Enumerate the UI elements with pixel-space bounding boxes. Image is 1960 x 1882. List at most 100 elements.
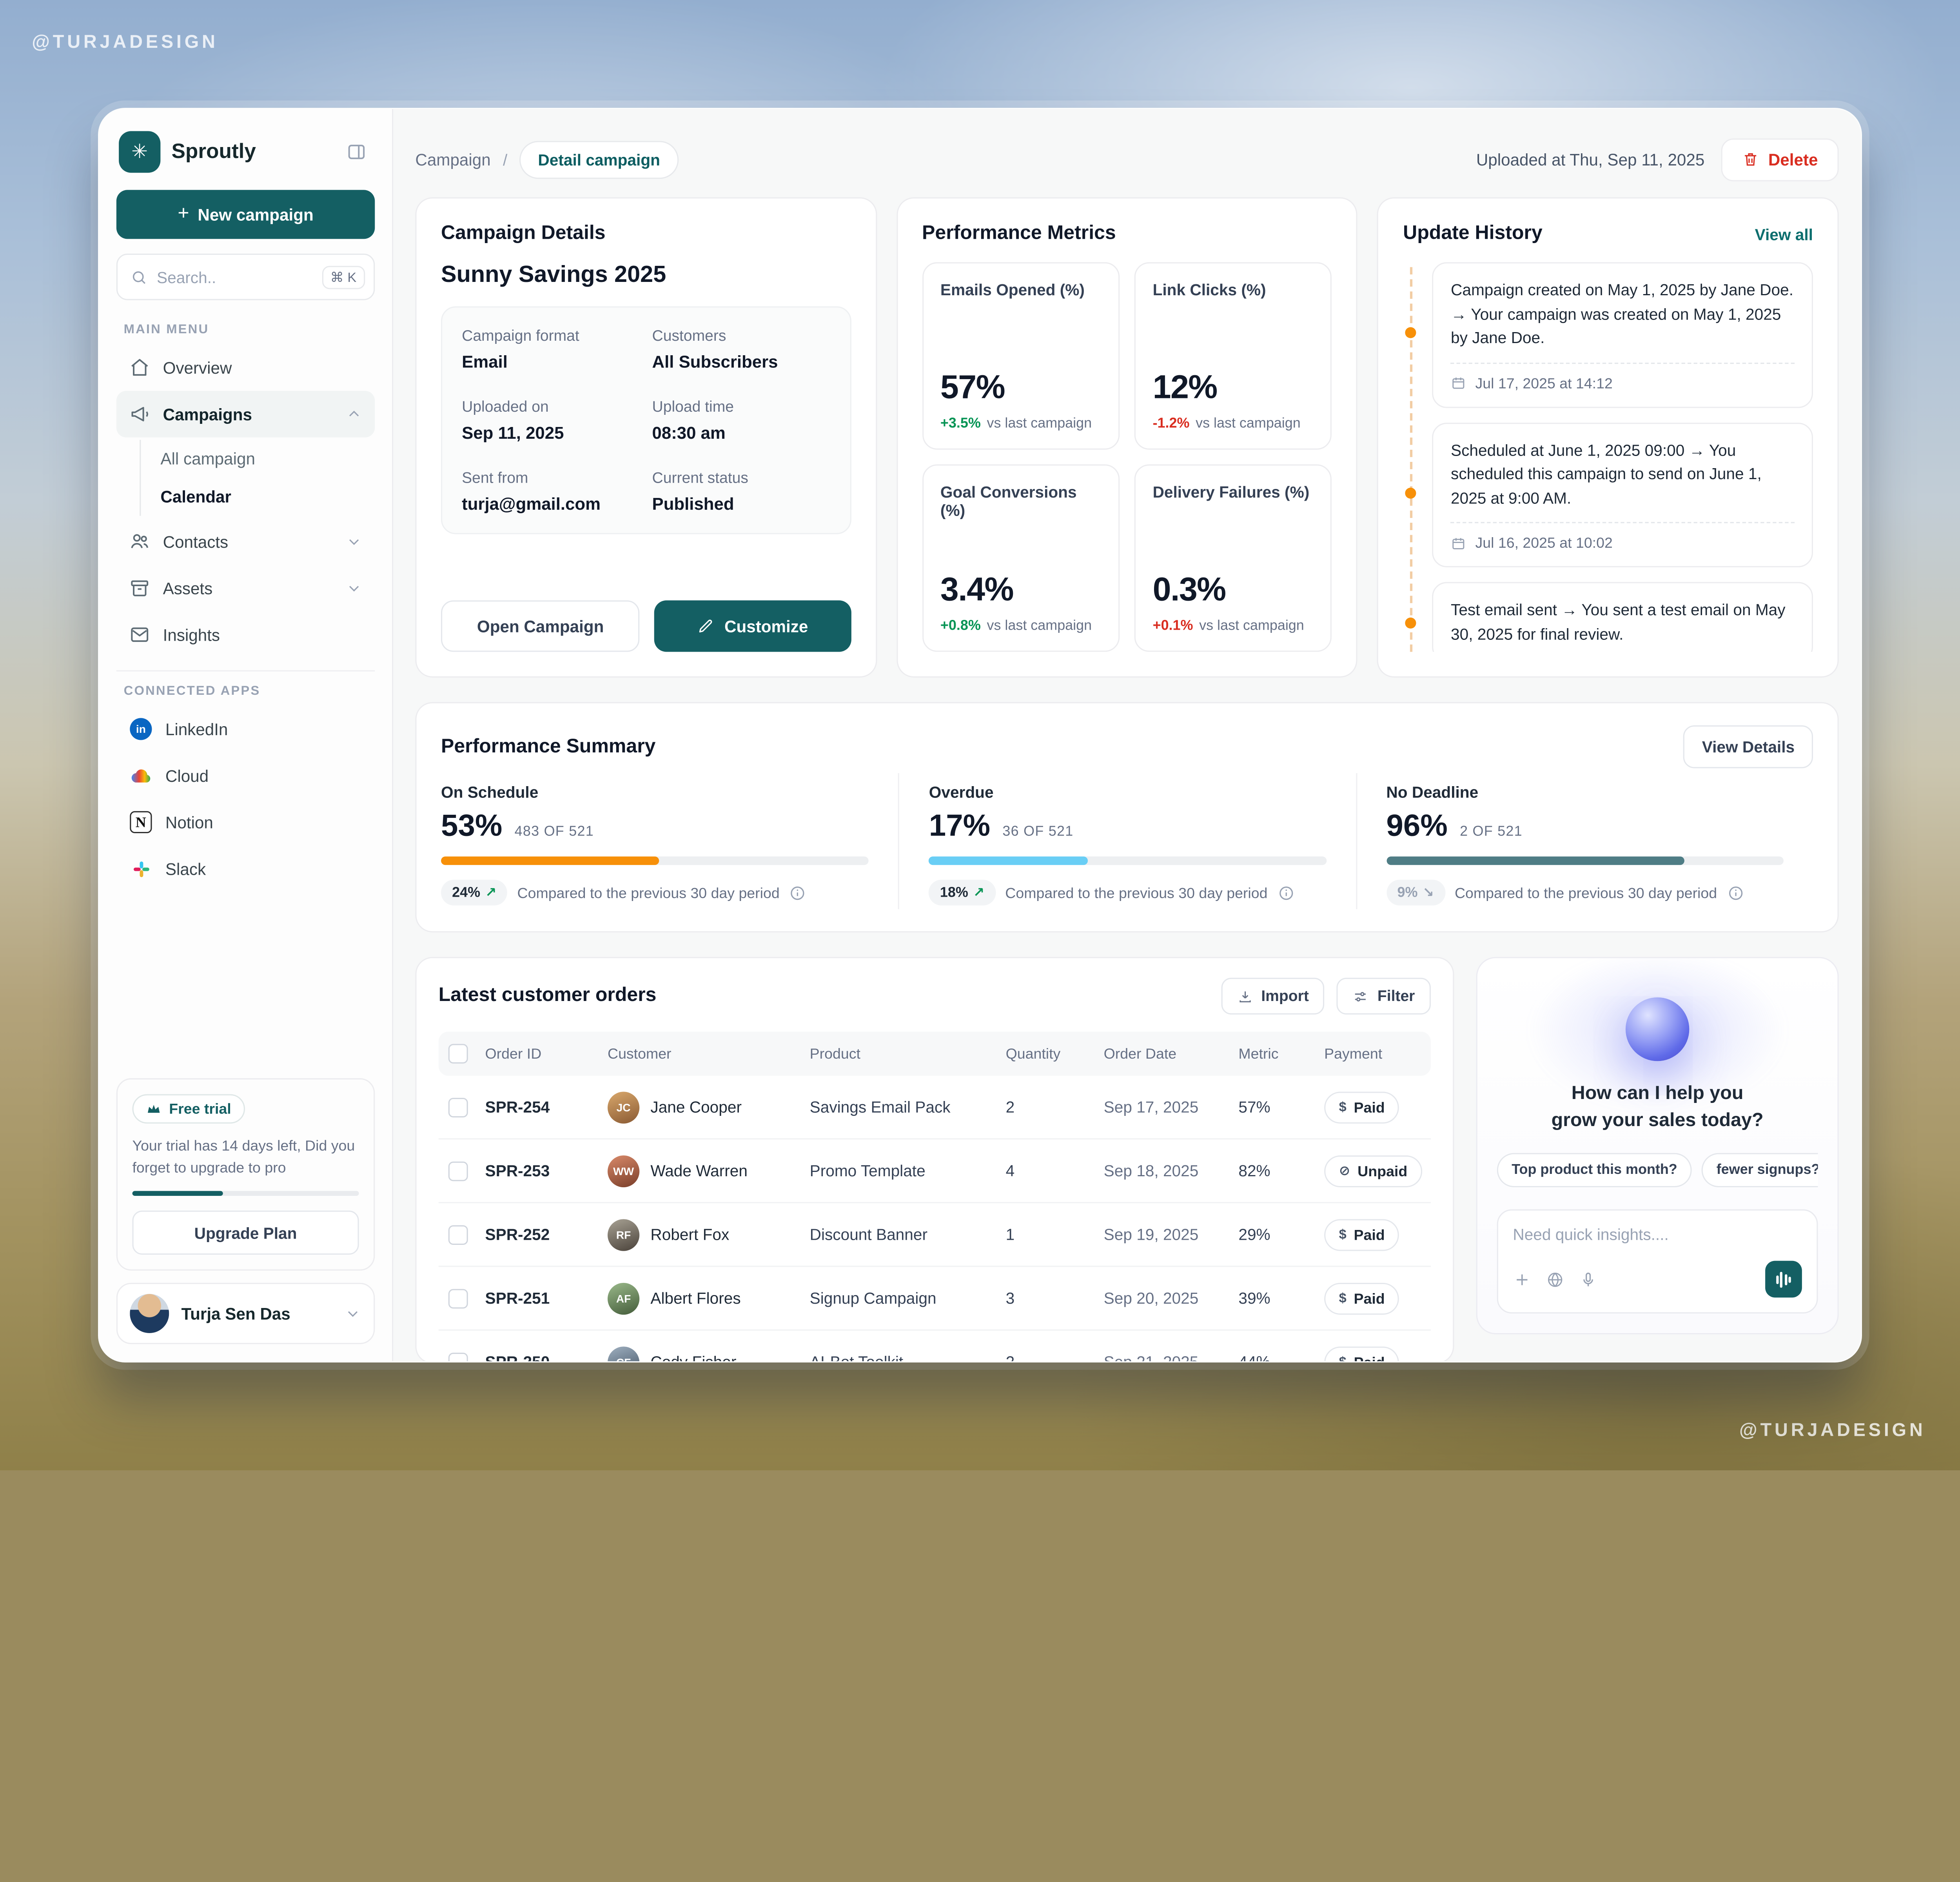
delta-value: +0.8%	[940, 619, 981, 634]
trial-progress-fill	[132, 1191, 223, 1196]
open-campaign-button[interactable]: Open Campaign	[441, 600, 640, 652]
view-all-link[interactable]: View all	[1755, 225, 1813, 243]
update-history-card: Update History View all Campaign created…	[1377, 197, 1839, 678]
sidebar-item-contacts[interactable]: Contacts	[116, 518, 375, 565]
new-campaign-label: New campaign	[198, 205, 314, 224]
chevron-down-icon	[345, 579, 363, 597]
field-upload-time: Upload time 08:30 am	[652, 398, 734, 443]
table-row-partial[interactable]: SPR-250 CFCody Fisher AI-Bot Toolkit 2 S…	[439, 1331, 1431, 1361]
select-all-checkbox[interactable]	[448, 1044, 468, 1064]
orders-table-header: Order ID Customer Product Quantity Order…	[438, 1032, 1431, 1076]
brand-name: Sproutly	[171, 140, 256, 163]
search-box[interactable]: ⌘ K	[116, 253, 375, 300]
row-checkbox[interactable]	[448, 1097, 468, 1117]
calendar-icon	[1451, 375, 1467, 391]
ai-suggestion-top-product[interactable]: Top product this month?	[1497, 1153, 1692, 1187]
upgrade-plan-button[interactable]: Upgrade Plan	[132, 1210, 359, 1255]
row-checkbox[interactable]	[448, 1224, 468, 1244]
sidebar-item-linkedin[interactable]: in LinkedIn	[116, 706, 375, 752]
ai-prompt-input[interactable]	[1513, 1225, 1802, 1244]
trend-badge: 18% ↗	[929, 879, 996, 906]
connected-apps-section: CONNECTED APPS in LinkedIn Cloud N Notio…	[116, 670, 375, 892]
row-checkbox[interactable]	[448, 1352, 468, 1361]
voice-wave-button[interactable]	[1765, 1261, 1802, 1298]
content: Campaign Details Sunny Savings 2025 Camp…	[393, 187, 1861, 1361]
app-label: LinkedIn	[165, 719, 228, 738]
archive-icon	[129, 577, 151, 599]
search-input[interactable]	[157, 267, 313, 286]
stat-overdue: Overdue 17% 36 OF 521 18% ↗ Compared to th…	[898, 773, 1356, 909]
row-checkbox[interactable]	[448, 1288, 468, 1308]
info-icon[interactable]	[789, 884, 807, 901]
mic-icon[interactable]	[1579, 1270, 1597, 1288]
sidebar-item-cloud[interactable]: Cloud	[116, 752, 375, 799]
update-history-title: Update History	[1403, 223, 1543, 244]
ai-suggestion-fewer-signups[interactable]: fewer signups?	[1702, 1153, 1818, 1187]
field-campaign-format: Campaign format Email	[462, 327, 579, 371]
field-customers: Customers All Subscribers	[652, 327, 778, 371]
info-icon[interactable]	[1277, 884, 1294, 901]
field-sent-from: Sent from turja@gmail.com	[462, 469, 601, 514]
row-checkbox[interactable]	[448, 1161, 468, 1181]
sidebar-item-label: Assets	[163, 579, 213, 598]
sidebar: ✳ Sproutly + New campaign ⌘ K MAIN MENU	[99, 109, 394, 1361]
plus-icon: +	[178, 203, 189, 224]
sidebar-item-assets[interactable]: Assets	[116, 565, 375, 612]
payment-badge: $Paid	[1324, 1091, 1400, 1123]
sidebar-item-overview[interactable]: Overview	[116, 344, 375, 391]
slack-icon	[129, 856, 153, 881]
breadcrumb-detail-campaign[interactable]: Detail campaign	[519, 140, 679, 178]
table-row[interactable]: SPR-254 JC Jane Cooper Savings Email Pack…	[438, 1076, 1431, 1140]
metric-delivery-failures: Delivery Failures (%) 0.3% +0.1% vs last …	[1134, 464, 1332, 652]
sidebar-item-label: Campaigns	[163, 405, 252, 423]
table-row[interactable]: SPR-253 WW Wade Warren Promo Template 4 S…	[438, 1139, 1431, 1203]
trend-up-icon: ↗	[485, 886, 497, 901]
sidebar-item-all-campaign[interactable]: All campaign	[160, 449, 255, 468]
orders-title: Latest customer orders	[438, 985, 657, 1006]
trend-badge: 24% ↗	[441, 879, 508, 906]
delete-button[interactable]: Delete	[1722, 138, 1839, 181]
ai-question: How can I help you grow your sales today…	[1551, 1083, 1764, 1132]
notion-icon: N	[129, 810, 153, 835]
sidebar-item-slack[interactable]: Slack	[116, 845, 375, 892]
info-icon[interactable]	[1727, 884, 1744, 901]
globe-icon[interactable]	[1546, 1270, 1564, 1288]
latest-orders-card: Latest customer orders Import Filter	[415, 957, 1454, 1361]
top-bar: Campaign / Detail campaign Uploaded at T…	[393, 109, 1861, 187]
filter-icon	[1353, 988, 1369, 1004]
sidebar-item-label: Overview	[163, 358, 232, 377]
trial-progress	[132, 1191, 359, 1196]
sidebar-item-campaigns[interactable]: Campaigns	[116, 391, 375, 438]
sidebar-item-notion[interactable]: N Notion	[116, 799, 375, 846]
download-icon	[1237, 988, 1253, 1004]
table-row[interactable]: SPR-251 AF Albert Flores Signup Campaign …	[438, 1267, 1431, 1331]
customize-button[interactable]: Customize	[654, 600, 851, 652]
watermark-top: @TURJADESIGN	[32, 32, 218, 53]
view-details-button[interactable]: View Details	[1683, 725, 1813, 768]
free-trial-card: Free trial Your trial has 14 days left, …	[116, 1078, 375, 1271]
sidebar-item-calendar[interactable]: Calendar	[160, 487, 231, 506]
sidebar-collapse-icon[interactable]	[341, 136, 372, 168]
sproutly-logo-icon: ✳	[119, 131, 161, 173]
user-menu[interactable]: Turja Sen Das	[116, 1283, 375, 1344]
dollar-icon: $	[1339, 1355, 1347, 1361]
chevron-down-icon[interactable]	[344, 1305, 361, 1322]
ai-assistant-card: How can I help you grow your sales today…	[1476, 957, 1839, 1335]
breadcrumb-campaign[interactable]: Campaign	[415, 150, 491, 169]
stat-on-schedule: On Schedule 53% 483 OF 521 24% ↗ Compared …	[441, 773, 898, 909]
new-campaign-button[interactable]: + New campaign	[116, 190, 375, 239]
payment-badge: $Paid	[1324, 1346, 1400, 1361]
customer-avatar: CF	[608, 1346, 640, 1361]
chevron-up-icon	[345, 405, 363, 423]
metric-link-clicks: Link Clicks (%) 12% -1.2% vs last campaig…	[1134, 262, 1332, 450]
import-button[interactable]: Import	[1221, 977, 1325, 1015]
customer-avatar: AF	[608, 1282, 640, 1314]
sidebar-item-insights[interactable]: Insights	[116, 611, 375, 658]
progress-track	[929, 856, 1327, 865]
progress-track	[1386, 856, 1784, 865]
dollar-icon: $	[1339, 1099, 1347, 1115]
filter-button[interactable]: Filter	[1337, 977, 1431, 1015]
free-trial-badge: Free trial	[132, 1094, 245, 1124]
plus-icon[interactable]	[1513, 1270, 1531, 1288]
table-row[interactable]: SPR-252 RF Robert Fox Discount Banner 1 S…	[438, 1203, 1431, 1267]
